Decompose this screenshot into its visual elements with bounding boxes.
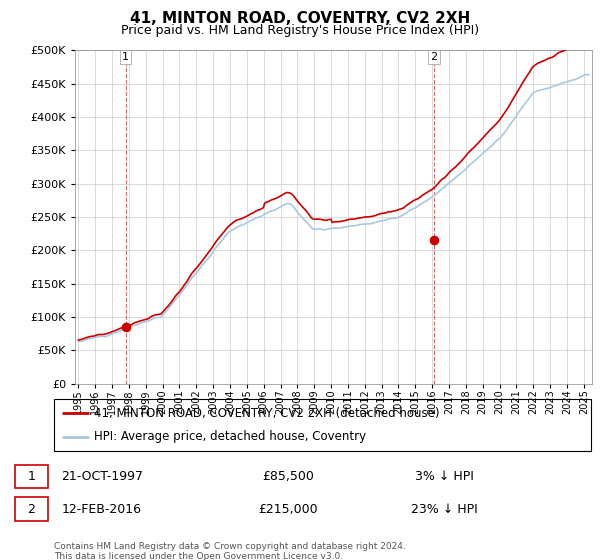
Text: Price paid vs. HM Land Registry's House Price Index (HPI): Price paid vs. HM Land Registry's House … — [121, 24, 479, 36]
Point — [121, 322, 130, 331]
Text: 2: 2 — [27, 502, 35, 516]
Text: 1: 1 — [122, 52, 129, 62]
Text: 1: 1 — [27, 470, 35, 483]
Text: Contains HM Land Registry data © Crown copyright and database right 2024.
This d: Contains HM Land Registry data © Crown c… — [54, 542, 406, 560]
Text: £215,000: £215,000 — [258, 502, 318, 516]
Text: £85,500: £85,500 — [262, 470, 314, 483]
Text: 12-FEB-2016: 12-FEB-2016 — [62, 502, 142, 516]
Text: 41, MINTON ROAD, COVENTRY, CV2 2XH: 41, MINTON ROAD, COVENTRY, CV2 2XH — [130, 11, 470, 26]
Text: 23% ↓ HPI: 23% ↓ HPI — [410, 502, 478, 516]
Point — [429, 236, 439, 245]
Text: 21-OCT-1997: 21-OCT-1997 — [61, 470, 143, 483]
Text: HPI: Average price, detached house, Coventry: HPI: Average price, detached house, Cove… — [94, 431, 367, 444]
Text: 41, MINTON ROAD, COVENTRY, CV2 2XH (detached house): 41, MINTON ROAD, COVENTRY, CV2 2XH (deta… — [94, 407, 440, 419]
Text: 3% ↓ HPI: 3% ↓ HPI — [415, 470, 473, 483]
Text: 2: 2 — [430, 52, 437, 62]
